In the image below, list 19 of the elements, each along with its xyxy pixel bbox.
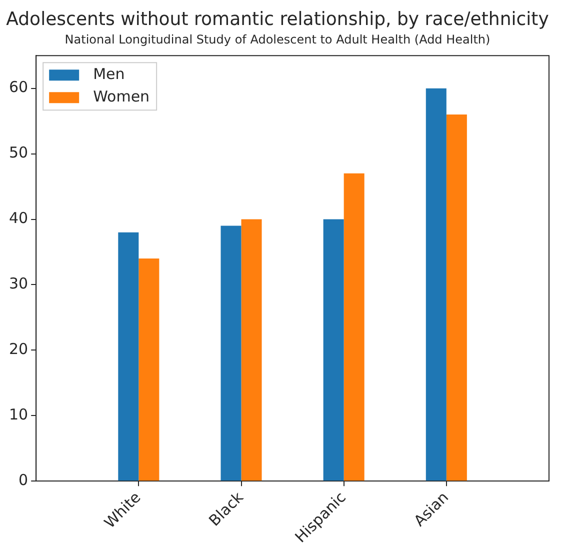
y-tick-label: 0 <box>18 470 28 489</box>
y-tick-label: 10 <box>8 406 28 424</box>
y-tick-label: 30 <box>8 274 28 293</box>
chart-subtitle: National Longitudinal Study of Adolescent to Adult Health (Add Health) <box>64 32 490 47</box>
bar <box>220 226 242 481</box>
bar <box>446 114 467 481</box>
bar <box>323 219 344 481</box>
bar <box>241 219 262 481</box>
bar <box>426 88 446 481</box>
bar <box>118 232 139 481</box>
bar <box>138 258 160 481</box>
bar <box>344 173 364 481</box>
legend-label: Women <box>93 87 150 106</box>
y-tick-label: 60 <box>8 78 28 96</box>
y-tick-label: 20 <box>8 340 28 358</box>
chart-title: Adolescents without romantic relationship, by race/ethnicity <box>6 8 550 30</box>
legend-label: Men <box>93 64 125 83</box>
y-tick-label: 40 <box>8 209 28 228</box>
y-tick-label: 50 <box>8 144 28 162</box>
